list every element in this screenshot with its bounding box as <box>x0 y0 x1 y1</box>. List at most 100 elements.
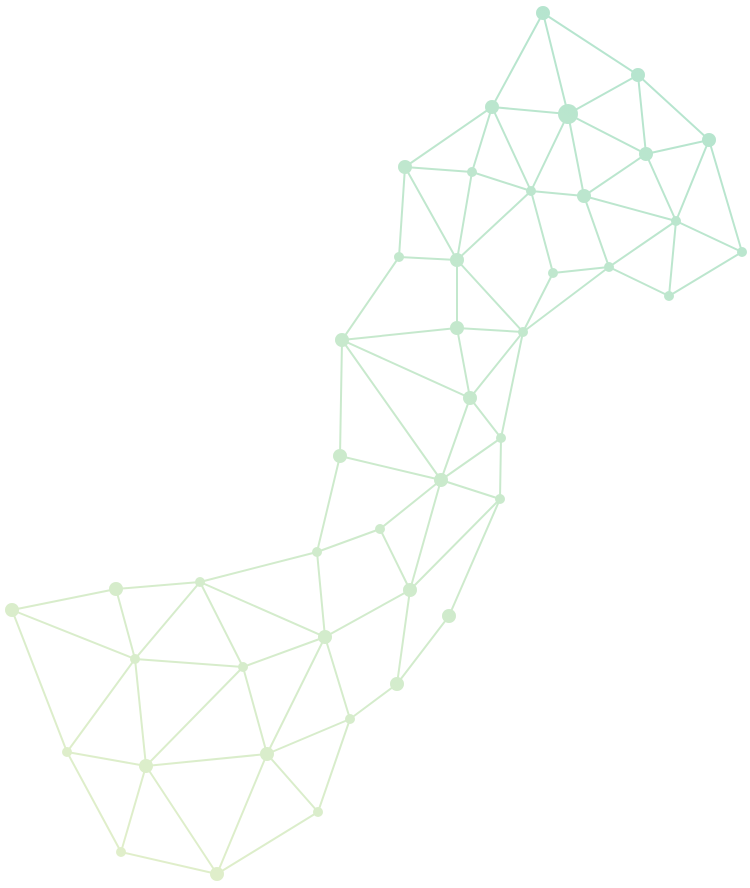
graph-node <box>139 759 153 773</box>
graph-edge <box>542 12 569 115</box>
graph-edge <box>134 658 244 668</box>
graph-edge <box>11 609 136 660</box>
graph-edge <box>567 74 639 115</box>
graph-edge <box>339 455 442 481</box>
graph-node <box>390 677 404 691</box>
graph-edge <box>471 106 493 173</box>
graph-edge <box>637 74 647 155</box>
graph-node <box>195 577 205 587</box>
graph-edge <box>341 256 400 341</box>
graph-edge <box>567 113 647 155</box>
graph-edge <box>242 666 268 755</box>
graph-edge <box>440 397 471 481</box>
graph-node <box>737 247 747 257</box>
graph-edge <box>440 437 502 481</box>
graph-edge <box>266 753 319 813</box>
graph-edge <box>120 765 147 853</box>
graph-edge <box>66 658 136 753</box>
graph-edge <box>404 106 493 168</box>
graph-edge <box>266 636 326 755</box>
graph-edge <box>675 220 743 253</box>
graph-edge <box>266 718 351 755</box>
graph-edge <box>115 581 201 590</box>
graph-edge <box>199 581 244 668</box>
graph-node <box>664 291 674 301</box>
graph-edge <box>316 551 326 638</box>
graph-edge <box>120 851 218 875</box>
graph-node <box>518 327 528 337</box>
graph-edge <box>145 765 218 875</box>
graph-edge <box>398 256 458 261</box>
graph-edge <box>341 327 458 341</box>
graph-node <box>485 100 499 114</box>
graph-node <box>375 524 385 534</box>
graph-edge <box>583 195 677 222</box>
graph-node <box>577 189 591 203</box>
graph-node <box>702 133 716 147</box>
graph-node <box>116 847 126 857</box>
graph-node <box>260 747 274 761</box>
graph-node <box>631 68 645 82</box>
graph-edge <box>491 106 532 192</box>
graph-edge <box>530 190 585 197</box>
graph-node <box>548 268 558 278</box>
graph-edge <box>668 251 743 297</box>
graph-edge <box>456 327 524 333</box>
graph-edge <box>216 811 319 875</box>
graph-edge <box>199 551 318 583</box>
graph-edge <box>530 113 569 192</box>
graph-node <box>318 630 332 644</box>
graph-edge <box>448 498 501 617</box>
graph-node <box>604 262 614 272</box>
graph-node <box>495 494 505 504</box>
graph-node <box>450 253 464 267</box>
graph-edge <box>552 266 610 274</box>
graph-edge <box>396 589 411 685</box>
graph-edge <box>708 139 743 253</box>
graph-node <box>463 391 477 405</box>
graph-node <box>130 654 140 664</box>
graph-edge <box>134 658 147 767</box>
graph-node <box>671 216 681 226</box>
graph-edge <box>339 339 343 457</box>
graph-node <box>467 167 477 177</box>
graph-edge <box>456 171 473 261</box>
graph-edge <box>456 327 471 399</box>
graph-edge <box>404 166 458 261</box>
graph-edge <box>675 139 710 222</box>
graph-node <box>62 747 72 757</box>
graph-node <box>450 321 464 335</box>
graph-node <box>398 160 412 174</box>
graph-edge <box>491 12 544 108</box>
graph-edge <box>398 166 406 258</box>
graph-node <box>394 252 404 262</box>
graph-edge <box>469 397 502 439</box>
graph-edge <box>379 479 442 530</box>
graph-node <box>536 6 550 20</box>
graph-edge <box>668 220 677 297</box>
graph-edge <box>608 220 677 268</box>
graph-edge <box>440 479 501 500</box>
graph-edge <box>530 190 554 274</box>
graph-node <box>312 547 322 557</box>
graph-edge <box>317 718 351 813</box>
graph-edge <box>11 609 68 753</box>
graph-node <box>238 662 248 672</box>
graph-edge <box>324 636 351 720</box>
graph-edge <box>145 666 244 767</box>
graph-edge <box>645 153 677 222</box>
graph-edge <box>469 331 524 399</box>
graph-edge <box>242 636 326 668</box>
graph-edge <box>645 139 710 155</box>
graph-edge <box>456 259 524 333</box>
graph-edge <box>199 581 326 638</box>
graph-edge <box>456 190 532 261</box>
graph-edge <box>583 195 610 268</box>
graph-node <box>109 582 123 596</box>
graph-edge <box>341 339 471 399</box>
graph-edge <box>522 266 610 333</box>
graph-node <box>434 473 448 487</box>
graph-edge <box>409 498 501 591</box>
graph-edge <box>396 615 450 685</box>
